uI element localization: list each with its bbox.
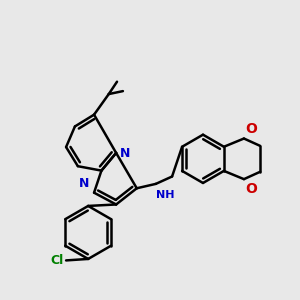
Text: NH: NH <box>157 190 175 200</box>
Text: Cl: Cl <box>50 254 64 267</box>
Text: N: N <box>120 147 130 160</box>
Text: O: O <box>245 182 257 196</box>
Text: O: O <box>245 122 257 136</box>
Text: N: N <box>79 177 90 190</box>
